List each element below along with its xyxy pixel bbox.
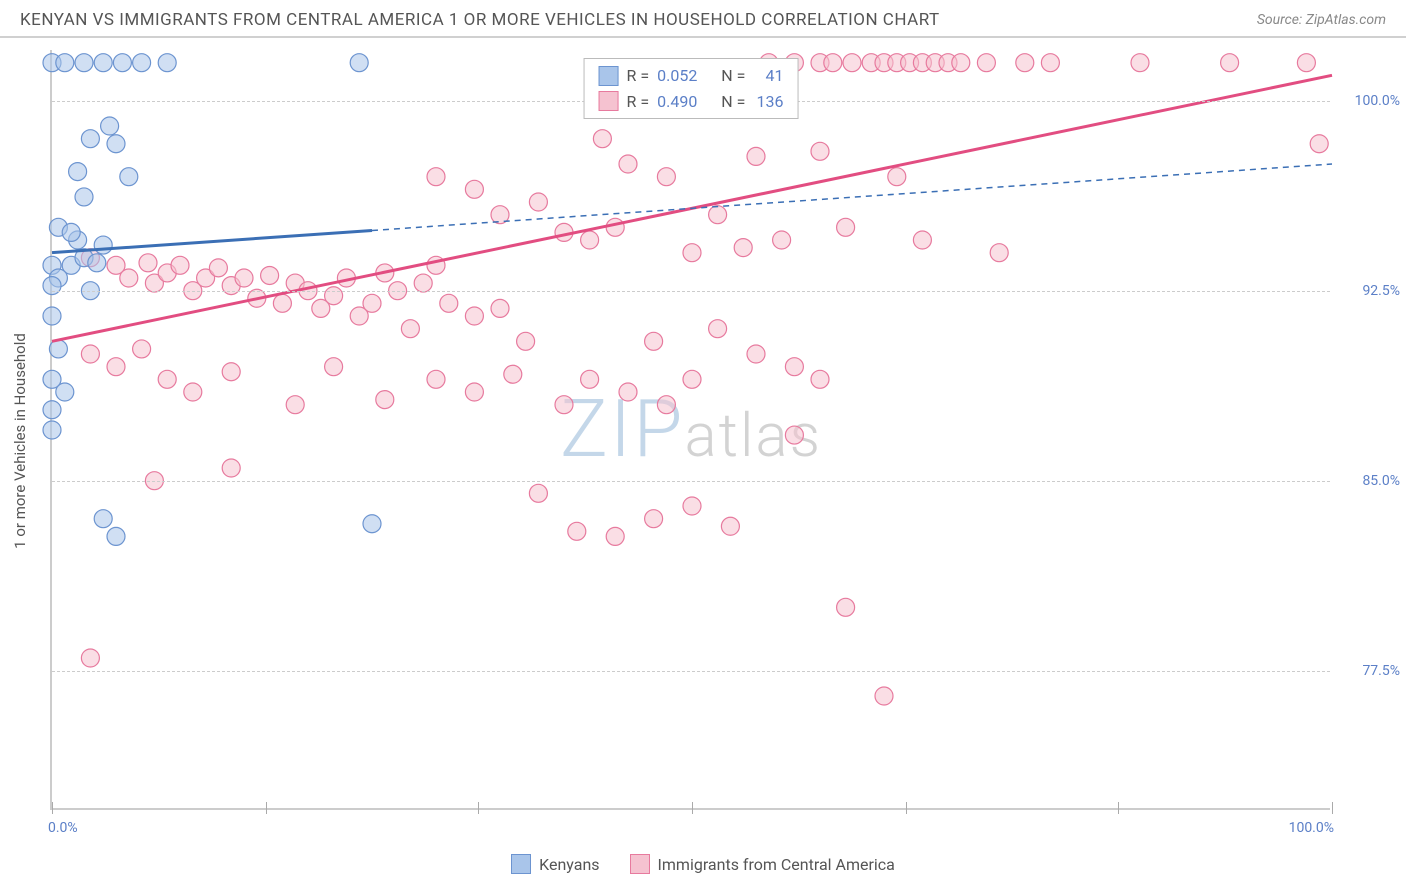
source-attribution: Source: ZipAtlas.com [1257, 12, 1386, 28]
stats-row-immigrants: R = 0.490 N = 136 [599, 89, 784, 115]
chart-title: KENYAN VS IMMIGRANTS FROM CENTRAL AMERIC… [20, 10, 940, 30]
gridline [52, 671, 1330, 672]
stats-legend: R = 0.052 N = 41 R = 0.490 N = 136 [584, 58, 799, 119]
swatch-kenyans [599, 66, 619, 86]
legend-swatch-immigrants [630, 854, 650, 874]
stats-row-kenyans: R = 0.052 N = 41 [599, 63, 784, 89]
x-tick [266, 802, 267, 814]
plot-svg [52, 50, 1330, 808]
n-value-kenyans: 41 [753, 63, 783, 89]
legend-item-kenyans: Kenyans [511, 854, 599, 874]
n-label: N = [721, 89, 745, 115]
r-label: R = [627, 63, 650, 89]
x-tick [906, 802, 907, 814]
swatch-immigrants [599, 91, 619, 111]
r-label: R = [627, 89, 650, 115]
x-tick [692, 802, 693, 814]
y-tick-label: 92.5% [1340, 283, 1400, 299]
y-tick-label: 85.0% [1340, 473, 1400, 489]
x-axis-label-left: 0.0% [48, 820, 78, 836]
n-label: N = [721, 63, 745, 89]
n-value-immigrants: 136 [753, 89, 783, 115]
x-axis-label-right: 100.0% [1289, 820, 1334, 836]
r-value-kenyans: 0.052 [657, 63, 697, 89]
plot-wrapper: 1 or more Vehicles in Household ZIPatlas… [50, 50, 1386, 832]
y-axis-label: 1 or more Vehicles in Household [11, 333, 29, 549]
r-value-immigrants: 0.490 [657, 89, 697, 115]
x-tick [478, 802, 479, 814]
gridline [52, 291, 1330, 292]
gridline [52, 481, 1330, 482]
legend-label-kenyans: Kenyans [539, 855, 599, 874]
legend-label-immigrants: Immigrants from Central America [658, 855, 895, 874]
legend-item-immigrants: Immigrants from Central America [630, 854, 895, 874]
x-tick [1118, 802, 1119, 814]
x-tick [1332, 802, 1333, 814]
legend-swatch-kenyans [511, 854, 531, 874]
bottom-legend: Kenyans Immigrants from Central America [0, 854, 1406, 874]
y-tick-label: 100.0% [1340, 93, 1400, 109]
x-tick [52, 802, 53, 814]
y-tick-label: 77.5% [1340, 663, 1400, 679]
plot-area: ZIPatlas 77.5%85.0%92.5%100.0% 0.0% 100.… [50, 50, 1330, 810]
header: KENYAN VS IMMIGRANTS FROM CENTRAL AMERIC… [0, 0, 1406, 38]
chart-container: KENYAN VS IMMIGRANTS FROM CENTRAL AMERIC… [0, 0, 1406, 892]
